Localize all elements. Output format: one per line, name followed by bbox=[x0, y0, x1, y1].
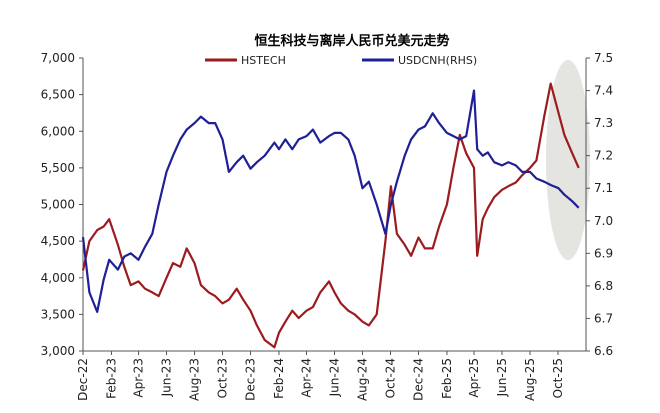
y-right-tick-label: 7.2 bbox=[594, 149, 613, 163]
y-right-tick-label: 6.7 bbox=[594, 311, 613, 325]
y-right-tick-label: 6.8 bbox=[594, 279, 613, 293]
legend: HSTECH USDCNH(RHS) bbox=[205, 54, 477, 67]
x-tick-label: Aug-24 bbox=[356, 358, 370, 401]
y-left-tick-label: 6,500 bbox=[41, 88, 75, 102]
y-right-tick-label: 6.6 bbox=[594, 344, 613, 358]
y-right-tick-label: 7.3 bbox=[594, 116, 613, 130]
y-right-tick-label: 7.1 bbox=[594, 181, 613, 195]
y-left-tick-label: 5,500 bbox=[41, 161, 75, 175]
legend-label-hstech: HSTECH bbox=[241, 54, 286, 67]
x-tick-label: Oct-24 bbox=[384, 358, 398, 398]
x-tick-label: Dec-22 bbox=[76, 358, 90, 401]
y-left-tick-label: 3,000 bbox=[41, 344, 75, 358]
x-tick-label: Apr-24 bbox=[300, 358, 314, 398]
y-left-tick-label: 5,000 bbox=[41, 198, 75, 212]
y-left-tick-label: 7,000 bbox=[41, 51, 75, 65]
y-left-tick-label: 6,000 bbox=[41, 124, 75, 138]
x-tick-label: Feb-24 bbox=[272, 358, 286, 399]
x-tick-label: Aug-25 bbox=[523, 358, 537, 401]
y-left-tick-label: 4,500 bbox=[41, 234, 75, 248]
y-left-tick-label: 4,000 bbox=[41, 271, 75, 285]
x-tick-label: Dec-23 bbox=[244, 358, 258, 401]
x-tick-label: Oct-23 bbox=[216, 358, 230, 398]
series-lines bbox=[81, 82, 580, 349]
chart-title: 恒生科技与离岸人民币兑美元走势 bbox=[254, 33, 449, 49]
x-tick-label: Dec-24 bbox=[412, 358, 426, 401]
x-tick-label: Feb-23 bbox=[105, 358, 119, 399]
x-tick-label: Jun-23 bbox=[160, 358, 174, 397]
y-right-tick-label: 7.0 bbox=[594, 214, 613, 228]
x-tick-label: Aug-23 bbox=[188, 358, 202, 401]
series-line-hstech bbox=[81, 82, 580, 349]
x-tick-label: Oct-25 bbox=[551, 358, 565, 398]
x-tick-label: Jun-24 bbox=[328, 358, 342, 397]
y-right-tick-label: 7.4 bbox=[594, 84, 613, 98]
series-line-usdcnh bbox=[81, 89, 580, 313]
axes: 3,000 3,500 4,000 4,500 5,000 5,500 6,000 6,500… bbox=[41, 51, 613, 401]
x-tick-label: Jun-25 bbox=[495, 358, 509, 397]
x-tick-label: Apr-25 bbox=[467, 358, 481, 398]
x-tick-label: Apr-23 bbox=[132, 358, 146, 398]
x-tick-label: Feb-25 bbox=[440, 358, 454, 399]
y-right-tick-label: 7.5 bbox=[594, 51, 613, 65]
y-left-tick-label: 3,500 bbox=[41, 307, 75, 321]
legend-label-usdcnh: USDCNH(RHS) bbox=[398, 54, 477, 67]
y-right-tick-label: 6.9 bbox=[594, 246, 613, 260]
